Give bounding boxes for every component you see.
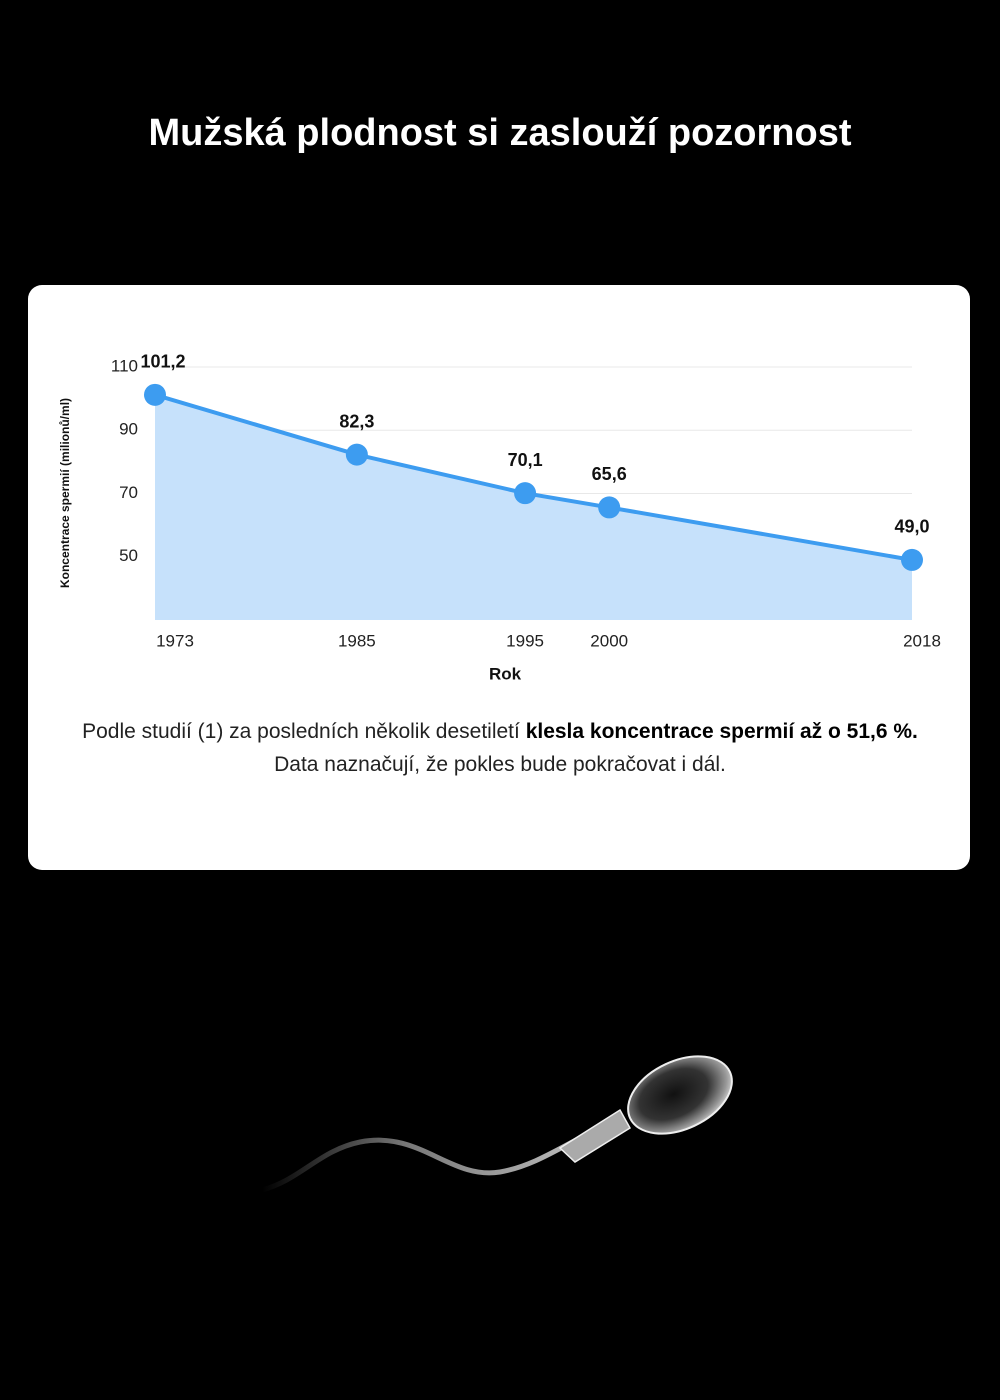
data-point [345, 443, 368, 466]
data-label: 70,1 [508, 450, 543, 470]
y-axis-label: Koncentrace spermií (milionů/ml) [58, 398, 72, 588]
data-point [598, 496, 621, 519]
x-tick-label: 1985 [338, 631, 376, 650]
text: Podle studií (1) za posledních několik d… [82, 720, 526, 743]
chart: Rok Koncentrace spermií (milionů/ml) 50 7… [58, 352, 941, 684]
x-tick-label: 1995 [506, 631, 544, 650]
description: Podle studií (1) za posledních několik d… [80, 715, 920, 781]
x-tick-label: 1973 [156, 631, 194, 650]
y-tick-label: 50 [119, 546, 138, 565]
data-point [144, 383, 166, 406]
x-tick-label: 2000 [590, 631, 628, 650]
y-tick-label: 110 [111, 356, 138, 375]
sperm-illustration [261, 1055, 733, 1193]
bold-text: klesla koncentrace spermií až o 51,6 %. [525, 720, 918, 743]
page-title: Mužská plodnost si zaslouží pozornost [148, 112, 852, 154]
x-axis-label: Rok [489, 664, 522, 683]
data-point [901, 548, 923, 571]
text: Data naznačují, že pokles bude pokračova… [274, 753, 726, 776]
y-tick-label: 70 [119, 483, 138, 502]
x-tick-label: 2018 [903, 631, 941, 650]
y-tick-label: 90 [119, 420, 138, 439]
data-label: 101,2 [140, 352, 185, 372]
data-label: 82,3 [339, 411, 374, 431]
data-label: 65,6 [592, 464, 627, 484]
data-label: 49,0 [894, 517, 929, 537]
data-point [514, 482, 537, 505]
